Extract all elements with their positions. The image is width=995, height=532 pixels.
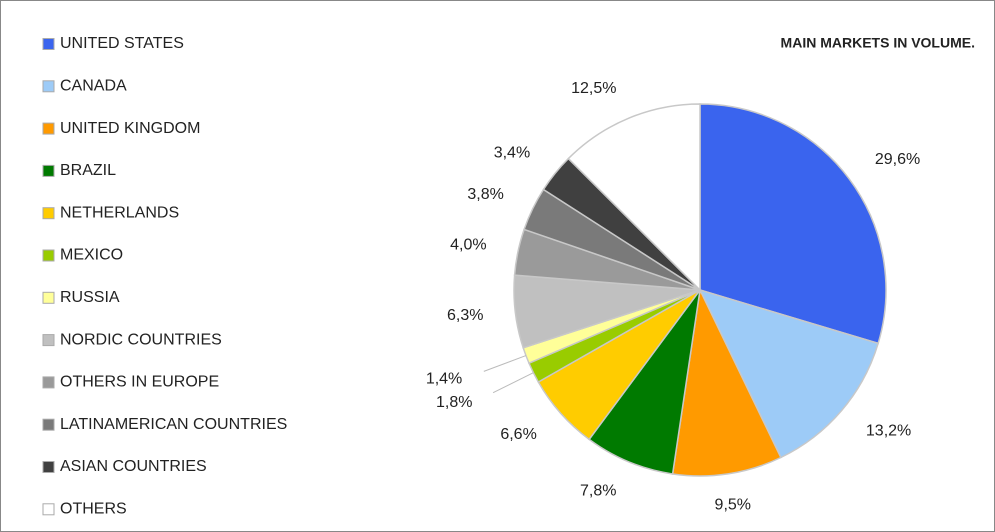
legend-label: NORDIC COUNTRIES <box>60 331 222 348</box>
legend-swatch <box>42 291 55 304</box>
legend-swatch <box>42 249 55 262</box>
data-label: 12,5% <box>571 80 616 97</box>
pie-slice <box>671 287 782 477</box>
chart-title: MAIN MARKETS IN VOLUME. <box>781 35 975 51</box>
data-label: 1,4% <box>426 371 462 388</box>
legend-label: OTHERS <box>60 501 127 518</box>
legend-swatch <box>42 418 55 431</box>
legend-label: UNITED STATES <box>60 35 184 52</box>
data-label: 7,8% <box>580 483 616 500</box>
legend-swatch <box>42 207 55 220</box>
legend-label: BRAZIL <box>60 162 116 179</box>
data-label: 1,8% <box>436 394 472 411</box>
data-label: 6,6% <box>500 426 536 443</box>
legend-label: ASIAN COUNTRIES <box>60 458 207 475</box>
legend-label: UNITED KINGDOM <box>60 120 200 137</box>
pie-slice <box>698 288 880 459</box>
legend-label: MEXICO <box>60 247 123 264</box>
data-label: 4,0% <box>450 237 486 254</box>
legend-swatch <box>42 503 55 516</box>
pie-slice <box>567 103 701 292</box>
legend-swatch <box>42 38 55 50</box>
pie-slice <box>588 289 701 475</box>
legend-label: NETHERLANDS <box>60 204 179 221</box>
data-label: 3,4% <box>494 145 530 162</box>
legend-label: CANADA <box>60 78 127 95</box>
legend-label: LATINAMERICAN COUNTRIES <box>60 416 287 433</box>
data-label: 3,8% <box>467 186 503 203</box>
data-label: 6,3% <box>447 307 483 324</box>
legend-label: OTHERS IN EUROPE <box>60 374 219 391</box>
legend-swatch <box>42 80 55 93</box>
data-label: 9,5% <box>715 497 751 514</box>
data-label: 29,6% <box>875 151 920 168</box>
legend-swatch <box>42 376 55 389</box>
legend-label: RUSSIA <box>60 289 120 306</box>
legend-swatch <box>42 461 55 473</box>
pie-slice <box>699 103 887 345</box>
legend-swatch <box>42 334 55 347</box>
data-label: 13,2% <box>866 423 911 440</box>
legend-swatch <box>42 122 55 135</box>
leader-line <box>492 372 534 394</box>
legend-swatch <box>42 164 55 177</box>
leader-line <box>483 355 527 372</box>
